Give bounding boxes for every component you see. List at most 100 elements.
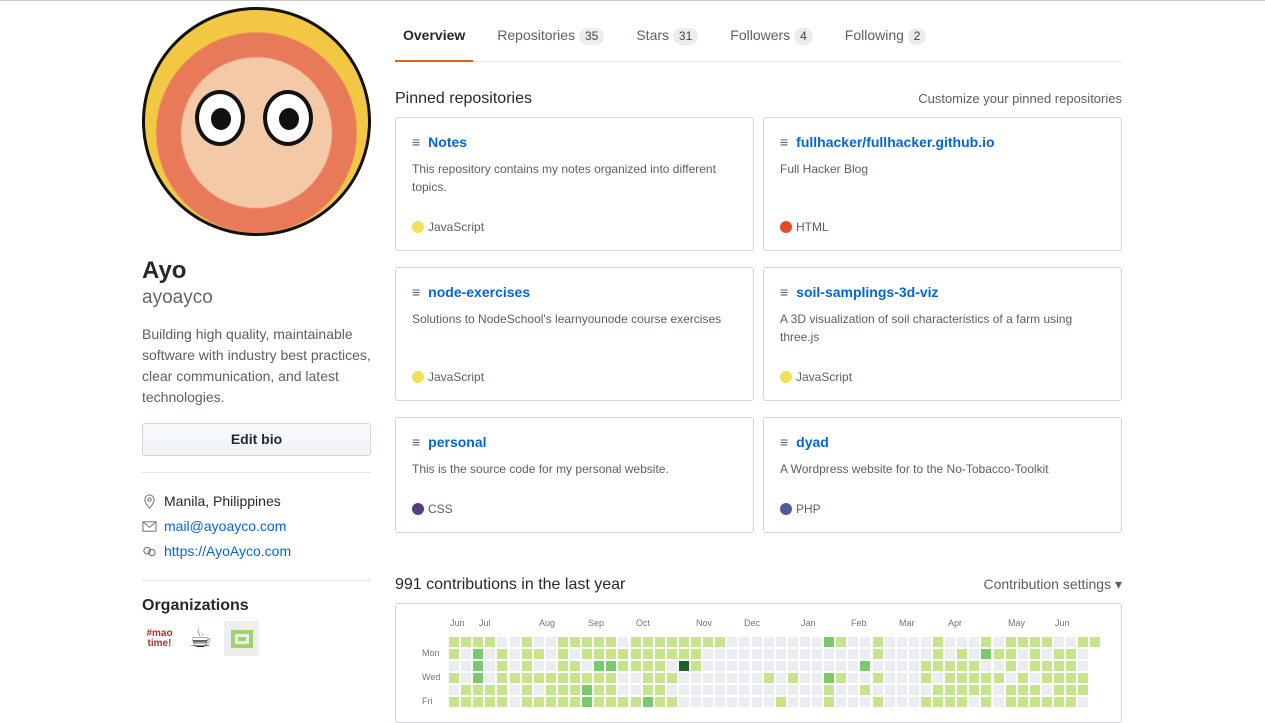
contribution-day[interactable] [775,697,786,707]
contribution-day[interactable] [787,637,798,647]
contribution-day[interactable] [570,685,580,695]
contribution-day[interactable] [884,661,895,671]
contribution-day[interactable] [533,649,544,659]
contribution-day[interactable] [473,661,484,671]
contribution-day[interactable] [908,661,919,671]
contribution-day[interactable] [630,685,641,695]
contribution-day[interactable] [594,661,605,671]
contribution-day[interactable] [449,697,459,707]
contribution-day[interactable] [1017,661,1028,671]
contribution-day[interactable] [860,685,871,695]
contribution-day[interactable] [618,649,629,659]
contribution-day[interactable] [497,673,508,683]
contribution-day[interactable] [775,685,786,695]
contribution-day[interactable] [727,697,738,707]
contribution-day[interactable] [860,649,871,659]
contribution-day[interactable] [1066,673,1077,683]
contribution-day[interactable] [715,649,726,659]
contribution-settings-button[interactable]: Contribution settings ▾ [983,576,1122,592]
contribution-day[interactable] [908,685,919,695]
contribution-day[interactable] [473,637,484,647]
contribution-day[interactable] [884,697,895,707]
contribution-day[interactable] [896,649,907,659]
contribution-day[interactable] [993,685,1004,695]
contribution-day[interactable] [812,649,822,659]
repo-link[interactable]: personal [428,434,487,450]
contribution-day[interactable] [497,697,508,707]
contribution-day[interactable] [473,697,484,707]
contribution-day[interactable] [993,661,1004,671]
contribution-day[interactable] [691,673,701,683]
contribution-day[interactable] [570,649,580,659]
contribution-day[interactable] [824,685,835,695]
contribution-day[interactable] [509,649,520,659]
contribution-day[interactable] [1054,661,1064,671]
contribution-day[interactable] [691,637,701,647]
contribution-day[interactable] [739,685,750,695]
contribution-day[interactable] [727,673,738,683]
tab-overview[interactable]: Overview [395,1,474,62]
contribution-day[interactable] [630,697,641,707]
contribution-day[interactable] [812,685,822,695]
contribution-day[interactable] [715,697,726,707]
contribution-day[interactable] [1041,661,1052,671]
edit-bio-button[interactable]: Edit bio [142,423,371,456]
contribution-day[interactable] [836,637,847,647]
contribution-day[interactable] [763,661,774,671]
contribution-day[interactable] [836,673,847,683]
contribution-day[interactable] [872,649,883,659]
contribution-day[interactable] [945,697,956,707]
contribution-day[interactable] [691,649,701,659]
contribution-day[interactable] [703,697,714,707]
contribution-day[interactable] [461,673,472,683]
contribution-day[interactable] [666,649,677,659]
contribution-day[interactable] [715,673,726,683]
contribution-day[interactable] [666,685,677,695]
contribution-day[interactable] [860,697,871,707]
contribution-day[interactable] [787,697,798,707]
contribution-day[interactable] [666,637,677,647]
contribution-day[interactable] [872,637,883,647]
contribution-day[interactable] [545,637,556,647]
contribution-day[interactable] [848,649,859,659]
contribution-day[interactable] [678,637,689,647]
website-link[interactable]: https://AyoAyco.com [164,543,292,559]
contribution-day[interactable] [715,637,726,647]
contribution-day[interactable] [594,697,605,707]
contribution-day[interactable] [545,673,556,683]
org-mao-time[interactable]: #mao time! [146,627,173,649]
contribution-day[interactable] [691,685,701,695]
contribution-day[interactable] [654,637,665,647]
contribution-day[interactable] [993,637,1004,647]
contribution-day[interactable] [969,637,980,647]
contribution-day[interactable] [824,637,835,647]
contribution-day[interactable] [884,637,895,647]
contribution-day[interactable] [533,661,544,671]
contribution-day[interactable] [981,697,992,707]
contribution-day[interactable] [594,673,605,683]
contribution-day[interactable] [703,649,714,659]
contribution-day[interactable] [945,649,956,659]
contribution-day[interactable] [570,697,580,707]
contribution-day[interactable] [824,673,835,683]
contribution-day[interactable] [1029,697,1040,707]
contribution-day[interactable] [727,649,738,659]
contribution-day[interactable] [533,697,544,707]
contribution-day[interactable] [908,649,919,659]
contribution-day[interactable] [1029,685,1040,695]
contribution-day[interactable] [872,685,883,695]
contribution-day[interactable] [521,673,532,683]
contribution-day[interactable] [630,649,641,659]
contribution-day[interactable] [981,637,992,647]
contribution-day[interactable] [957,649,968,659]
contribution-day[interactable] [618,685,629,695]
contribution-day[interactable] [872,661,883,671]
contribution-day[interactable] [763,697,774,707]
contribution-day[interactable] [715,661,726,671]
contribution-day[interactable] [1041,673,1052,683]
contribution-day[interactable] [497,637,508,647]
contribution-day[interactable] [1041,649,1052,659]
contribution-day[interactable] [993,697,1004,707]
contribution-day[interactable] [582,697,593,707]
contribution-day[interactable] [739,637,750,647]
